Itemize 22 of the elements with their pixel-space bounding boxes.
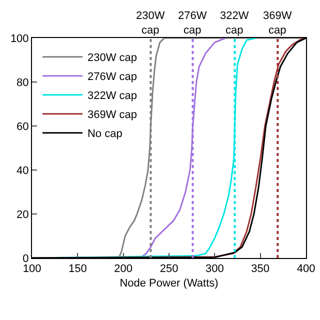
- x-tick-label: 400: [296, 263, 316, 276]
- x-tick-label: 200: [114, 263, 133, 276]
- x-tick-label: 250: [160, 263, 178, 276]
- legend-label: 322W cap: [87, 90, 138, 102]
- ref-line-label: 322W cap: [220, 10, 250, 36]
- ref-line-label: 369W cap: [263, 10, 292, 36]
- y-tick-label: 80: [16, 76, 29, 89]
- x-tick-label: 150: [68, 263, 87, 276]
- y-tick-label: 40: [16, 164, 29, 177]
- y-tick-label: 60: [16, 120, 29, 133]
- legend-label: 369W cap: [87, 109, 138, 122]
- legend-label: 276W cap: [87, 71, 138, 84]
- y-tick-label: 20: [16, 208, 29, 221]
- x-tick-label: 350: [251, 263, 270, 276]
- x-tick-label: 300: [205, 263, 224, 276]
- ref-line-label: 276W cap: [178, 10, 208, 36]
- ref-line-label: 230W cap: [136, 10, 166, 36]
- x-axis-title: Node Power (Watts): [120, 277, 218, 290]
- y-tick-label: 100: [10, 32, 29, 45]
- y-tick-label: 0: [22, 252, 29, 265]
- legend-label: No cap: [87, 128, 122, 140]
- legend-label: 230W cap: [87, 52, 138, 64]
